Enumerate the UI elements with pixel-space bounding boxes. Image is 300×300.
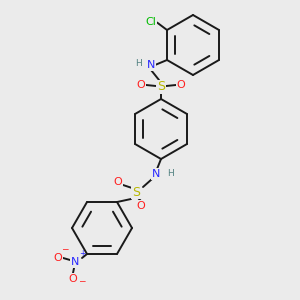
Text: O: O xyxy=(177,80,185,90)
Text: O: O xyxy=(136,201,146,211)
Text: O: O xyxy=(69,274,77,284)
Text: O: O xyxy=(136,80,146,90)
Text: N: N xyxy=(147,60,155,70)
Text: S: S xyxy=(132,185,140,199)
Text: −: − xyxy=(61,244,69,253)
Text: H: H xyxy=(135,59,141,68)
Text: O: O xyxy=(114,177,122,187)
Text: Cl: Cl xyxy=(146,16,157,26)
Text: S: S xyxy=(157,80,165,94)
Text: H: H xyxy=(167,169,173,178)
Text: −: − xyxy=(78,277,86,286)
Text: +: + xyxy=(79,250,85,259)
Text: N: N xyxy=(71,257,79,267)
Text: N: N xyxy=(152,169,160,179)
Text: O: O xyxy=(54,253,62,263)
